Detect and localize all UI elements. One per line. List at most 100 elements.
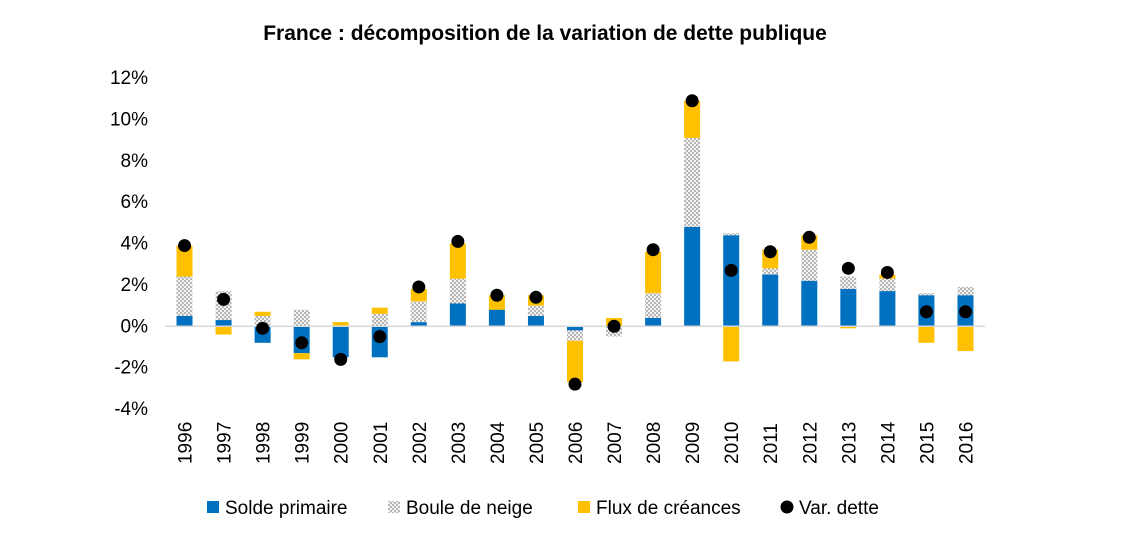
x-tick-label: 2008 <box>644 422 665 464</box>
y-tick-label: -2% <box>114 358 148 379</box>
var-dette-markers <box>178 94 972 391</box>
legend: Solde primaire Boule de neige Flux de créa… <box>207 498 879 519</box>
bar-solde-primaire-2003 <box>449 303 466 327</box>
marker-var-dette-2002 <box>412 280 426 294</box>
x-tick-label: 2005 <box>527 422 548 464</box>
legend-swatch-boule-de-neige <box>388 501 400 513</box>
marker-var-dette-2014 <box>880 265 894 279</box>
chart-title: France : décomposition de la variation d… <box>263 22 827 45</box>
y-tick-label: 6% <box>121 192 149 213</box>
bar-solde-primaire-1997 <box>215 320 232 327</box>
bar-boule-de-neige-2012 <box>801 249 818 281</box>
marker-var-dette-2015 <box>919 305 933 319</box>
marker-var-dette-1996 <box>178 239 192 253</box>
bar-solde-primaire-2002 <box>410 322 427 327</box>
bar-flux-de-creances-1996 <box>176 245 193 277</box>
bar-solde-primaire-2014 <box>879 291 896 327</box>
legend-swatch-var-dette <box>780 500 794 514</box>
x-axis: 1996 1997 1998 1999 2000 2001 2002 2003 2004 2005… <box>176 421 978 464</box>
bar-boule-de-neige-2005 <box>527 305 544 316</box>
bar-boule-de-neige-2006 <box>567 330 583 341</box>
x-tick-label: 2006 <box>566 422 587 464</box>
legend-swatch-flux-de-creances <box>578 501 590 513</box>
y-tick-label: 10% <box>110 109 148 130</box>
bar-boule-de-neige-2010 <box>723 233 740 236</box>
marker-var-dette-1998 <box>256 321 270 335</box>
bar-flux-de-creances-2000 <box>332 322 349 327</box>
marker-var-dette-1999 <box>295 336 309 350</box>
y-tick-label: 0% <box>121 316 149 337</box>
bar-solde-primaire-2005 <box>527 315 544 327</box>
marker-var-dette-2009 <box>685 94 699 108</box>
bar-flux-de-creances-1999 <box>293 353 310 360</box>
y-tick-label: 2% <box>121 275 149 296</box>
marker-var-dette-2001 <box>373 330 387 344</box>
marker-var-dette-2003 <box>451 234 465 248</box>
marker-var-dette-2007 <box>607 319 621 333</box>
y-tick-label: 4% <box>121 234 149 255</box>
x-tick-label: 2015 <box>917 422 938 464</box>
x-tick-label: 2002 <box>410 422 431 464</box>
legend-label-flux-de-creances: Flux de créances <box>596 498 741 519</box>
bar-boule-de-neige-2011 <box>762 268 779 275</box>
x-tick-label: 2013 <box>839 422 860 464</box>
bar-solde-primaire-2006 <box>567 326 583 331</box>
bar-flux-de-creances-2016 <box>957 326 974 352</box>
marker-var-dette-2008 <box>646 243 660 257</box>
bar-solde-primaire-1996 <box>176 315 193 327</box>
marker-var-dette-2016 <box>958 305 972 319</box>
x-tick-label: 1997 <box>215 422 236 464</box>
legend-swatch-solde-primaire <box>207 501 219 513</box>
x-tick-label: 2009 <box>683 422 704 464</box>
marker-var-dette-2012 <box>802 230 816 244</box>
bar-boule-de-neige-2016 <box>957 286 974 296</box>
x-tick-label: 2000 <box>332 422 353 464</box>
bar-flux-de-creances-2001 <box>371 307 388 314</box>
x-tick-label: 2014 <box>878 421 899 464</box>
marker-var-dette-2006 <box>568 377 582 391</box>
bar-boule-de-neige-1996 <box>176 276 193 316</box>
bar-solde-primaire-2008 <box>645 317 662 327</box>
x-tick-label: 2010 <box>722 422 743 464</box>
bar-solde-primaire-2004 <box>488 309 505 327</box>
x-tick-label: 2004 <box>488 421 509 464</box>
bar-flux-de-creances-2003 <box>449 243 466 279</box>
bar-solde-primaire-2011 <box>762 274 779 327</box>
x-tick-label: 1998 <box>254 422 275 464</box>
bar-flux-de-creances-2008 <box>645 251 662 294</box>
x-tick-label: 2003 <box>449 422 470 464</box>
marker-var-dette-2005 <box>529 290 543 304</box>
bar-solde-primaire-2010 <box>723 235 740 327</box>
bar-solde-primaire-2013 <box>840 289 857 327</box>
bar-flux-de-creances-2015 <box>918 326 935 343</box>
marker-var-dette-2000 <box>334 352 348 366</box>
bar-boule-de-neige-2008 <box>645 293 662 318</box>
bar-boule-de-neige-1999 <box>293 309 310 327</box>
legend-label-var-dette: Var. dette <box>799 498 879 519</box>
x-tick-label: 1996 <box>176 422 197 464</box>
bar-solde-primaire-2000 <box>332 326 349 358</box>
bar-boule-de-neige-2014 <box>879 278 896 292</box>
x-tick-label: 2011 <box>761 423 782 464</box>
bar-solde-primaire-2009 <box>684 226 701 327</box>
marker-var-dette-2004 <box>490 288 504 302</box>
legend-label-solde-primaire: Solde primaire <box>225 498 348 519</box>
y-tick-label: -4% <box>114 399 148 420</box>
bar-boule-de-neige-2003 <box>449 278 466 304</box>
x-tick-label: 2007 <box>605 422 626 464</box>
bar-flux-de-creances-2010 <box>723 326 740 362</box>
bar-boule-de-neige-2009 <box>684 137 701 227</box>
bar-boule-de-neige-2013 <box>840 276 857 290</box>
bar-flux-de-creances-1997 <box>215 326 232 335</box>
bar-flux-de-creances-2009 <box>684 100 701 138</box>
y-axis: -4% -2% 0% 2% 4% 6% 8% 10% 12% <box>110 68 148 420</box>
legend-label-boule-de-neige: Boule de neige <box>406 498 533 519</box>
y-tick-label: 8% <box>121 151 149 172</box>
bar-boule-de-neige-2001 <box>371 313 388 327</box>
marker-var-dette-2010 <box>724 263 738 277</box>
x-tick-label: 2012 <box>800 422 821 464</box>
marker-var-dette-1997 <box>217 292 231 306</box>
bar-solde-primaire-2012 <box>801 280 818 327</box>
x-tick-label: 2001 <box>371 422 392 464</box>
x-tick-label: 2016 <box>956 422 977 464</box>
